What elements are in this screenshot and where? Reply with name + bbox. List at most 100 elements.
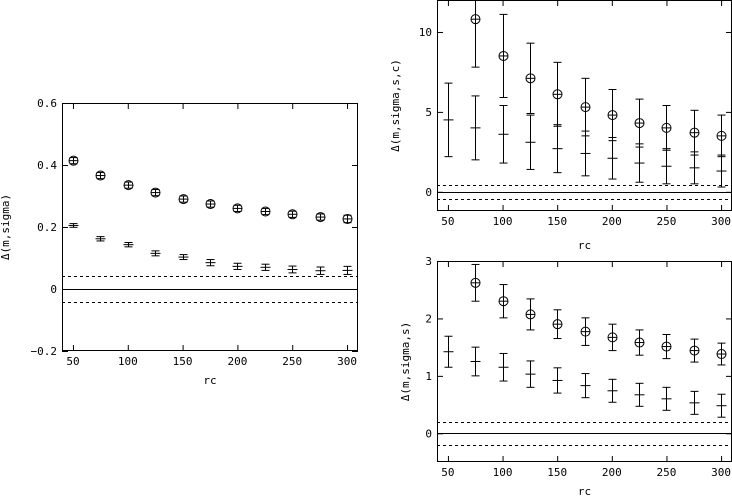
data-point-plus	[470, 95, 481, 161]
x-tick-label: 150	[547, 215, 567, 228]
y-tick-label: 0	[425, 186, 432, 199]
y-tick-label: 0.2	[37, 221, 57, 234]
data-point-plus	[689, 390, 700, 415]
data-point-circle	[580, 317, 591, 346]
circle-marker	[287, 209, 298, 220]
data-point-plus	[661, 148, 672, 185]
data-point-circle	[342, 213, 353, 224]
circle-marker	[498, 50, 509, 61]
data-point-plus	[607, 136, 618, 180]
data-point-circle	[552, 61, 563, 127]
x-tick-label: 250	[282, 355, 302, 368]
data-point-circle	[315, 212, 326, 223]
circle-marker	[260, 206, 271, 217]
circle-marker	[68, 155, 79, 166]
data-point-plus	[552, 367, 563, 394]
circle-marker	[689, 345, 700, 356]
x-tick-label: 50	[66, 355, 79, 368]
data-point-plus	[498, 352, 509, 382]
y-tick-label: 1	[425, 370, 432, 383]
data-point-plus	[661, 386, 672, 411]
chart-panel-2: 50 100 150 200 250 300 0 5 10 rc Δ(m,sigma,s,c)	[389, 0, 732, 252]
data-point-plus	[232, 262, 243, 270]
circle-marker	[315, 212, 326, 223]
data-point-plus	[178, 254, 189, 261]
data-point-circle	[661, 334, 672, 360]
circle-marker	[580, 102, 591, 113]
circle-marker	[525, 309, 536, 320]
data-point-plus	[525, 114, 536, 170]
data-point-circle	[716, 342, 727, 366]
plot-frame	[437, 0, 732, 211]
data-point-circle	[525, 42, 536, 114]
data-point-plus	[150, 250, 161, 257]
plot-frame	[62, 103, 358, 351]
data-point-plus	[205, 259, 216, 267]
circle-marker	[342, 213, 353, 224]
data-point-circle	[716, 114, 727, 158]
y-tick-label: 2	[425, 312, 432, 325]
x-tick-label: 200	[602, 466, 622, 479]
data-point-circle	[470, 0, 481, 68]
data-point-plus	[580, 373, 591, 399]
circle-marker	[634, 118, 645, 129]
circle-marker	[232, 203, 243, 214]
y-tick-label: 0	[50, 283, 57, 296]
y-axis-label: Δ(m,sigma,s,c)	[389, 59, 402, 152]
x-tick-label: 50	[441, 466, 454, 479]
y-tick-label: 0.6	[37, 97, 57, 110]
x-tick-label: 150	[547, 466, 567, 479]
data-point-plus	[689, 151, 700, 185]
y-tick-label: 3	[425, 255, 432, 268]
data-point-circle	[607, 89, 618, 142]
data-point-circle	[634, 98, 645, 148]
x-tick-label: 300	[337, 355, 357, 368]
circle-marker	[470, 14, 481, 25]
data-point-plus	[287, 265, 298, 274]
circle-marker	[498, 296, 509, 307]
y-tick-label: 0	[425, 427, 432, 440]
data-point-plus	[315, 266, 326, 275]
x-tick-label: 150	[173, 355, 193, 368]
circle-marker	[634, 337, 645, 348]
data-point-plus	[634, 382, 645, 407]
x-tick-label: 200	[602, 215, 622, 228]
circle-marker	[580, 326, 591, 337]
y-axis-label: Δ(m,sigma,s)	[399, 322, 412, 401]
data-point-circle	[580, 77, 591, 137]
circle-marker	[661, 341, 672, 352]
data-point-circle	[470, 263, 481, 302]
x-axis-label: rc	[203, 374, 216, 387]
y-tick-label: 0.4	[37, 159, 57, 172]
x-tick-label: 300	[711, 466, 731, 479]
y-axis-label: Δ(m,sigma)	[0, 194, 12, 260]
circle-marker	[123, 180, 134, 191]
data-point-circle	[150, 187, 161, 198]
data-point-circle	[68, 155, 79, 166]
x-tick-label: 300	[711, 215, 731, 228]
data-point-circle	[498, 13, 509, 99]
circle-marker	[716, 349, 727, 360]
circle-marker	[607, 110, 618, 121]
plot-frame	[437, 261, 732, 462]
data-point-circle	[689, 338, 700, 363]
x-tick-label: 250	[657, 466, 677, 479]
circle-marker	[716, 130, 727, 141]
data-point-circle	[178, 194, 189, 205]
y-tick-label: 5	[425, 106, 432, 119]
data-point-circle	[232, 203, 243, 214]
data-point-plus	[580, 130, 591, 177]
x-tick-label: 200	[227, 355, 247, 368]
x-axis-label: rc	[578, 239, 591, 252]
data-point-plus	[443, 82, 454, 158]
y-tick-label: −0.2	[31, 345, 58, 358]
data-point-circle	[498, 284, 509, 319]
chart-panel-3: 50 100 150 200 250 300 0 1 2 3 rc Δ(m,sigma,s)	[399, 255, 732, 497]
data-point-circle	[634, 329, 645, 356]
data-point-plus	[634, 143, 645, 183]
data-point-circle	[525, 298, 536, 331]
circle-marker	[552, 89, 563, 100]
data-point-plus	[716, 154, 727, 188]
chart-panel-1: 50 100 150 200 250 300 −0.2 0 0.2 0.4 0.6 rc Δ(m,sig…	[0, 97, 358, 387]
